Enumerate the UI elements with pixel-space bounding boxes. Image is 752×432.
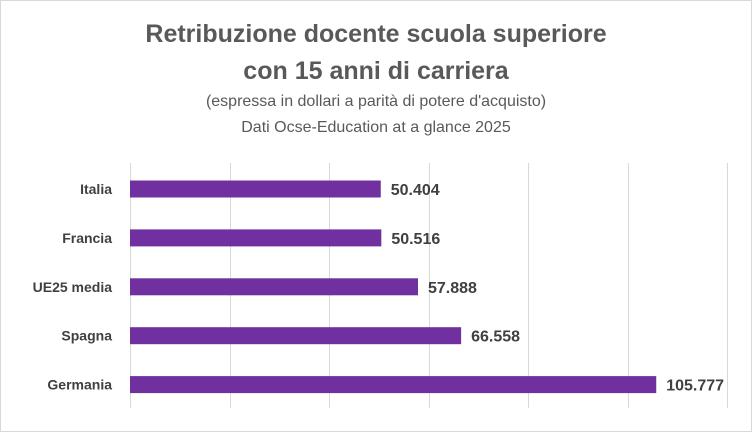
category-label: Spagna (61, 328, 112, 344)
bar-germania (130, 376, 657, 394)
chart-subtitle-line-1: (espressa in dollari a parità di potere … (205, 93, 547, 110)
data-label: 50.404 (391, 182, 440, 199)
category-label: Italia (80, 181, 112, 197)
data-label: 50.516 (391, 231, 440, 248)
data-labels: 50.404 50.516 57.888 66.558 105.777 (391, 182, 724, 395)
bar-ue25-media (130, 278, 418, 296)
bar-spagna (130, 327, 462, 345)
category-labels: Italia Francia UE25 media Spagna Germania (33, 181, 113, 393)
bar-francia (130, 229, 382, 247)
category-label: UE25 media (33, 279, 113, 295)
data-label: 66.558 (471, 329, 520, 346)
chart-title-line-1: Retribuzione docente scuola superiore (145, 20, 607, 48)
data-label: 57.888 (428, 280, 477, 297)
bars (130, 180, 657, 394)
chart-subtitle-line-2: Dati Ocse-Education at a glance 2025 (241, 119, 511, 136)
category-label: Germania (47, 377, 112, 393)
bar-italia (130, 180, 381, 198)
category-label: Francia (62, 230, 112, 246)
data-label: 105.777 (666, 378, 724, 395)
chart-title-line-2: con 15 anni di carriera (243, 57, 509, 85)
